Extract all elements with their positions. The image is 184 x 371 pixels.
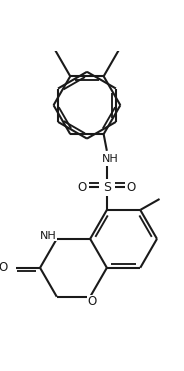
Text: O: O — [87, 295, 97, 308]
Text: NH: NH — [102, 154, 118, 164]
Text: O: O — [78, 181, 87, 194]
Text: O: O — [0, 261, 8, 274]
Text: O: O — [127, 181, 136, 194]
Text: NH: NH — [40, 231, 57, 241]
Text: S: S — [103, 181, 111, 194]
